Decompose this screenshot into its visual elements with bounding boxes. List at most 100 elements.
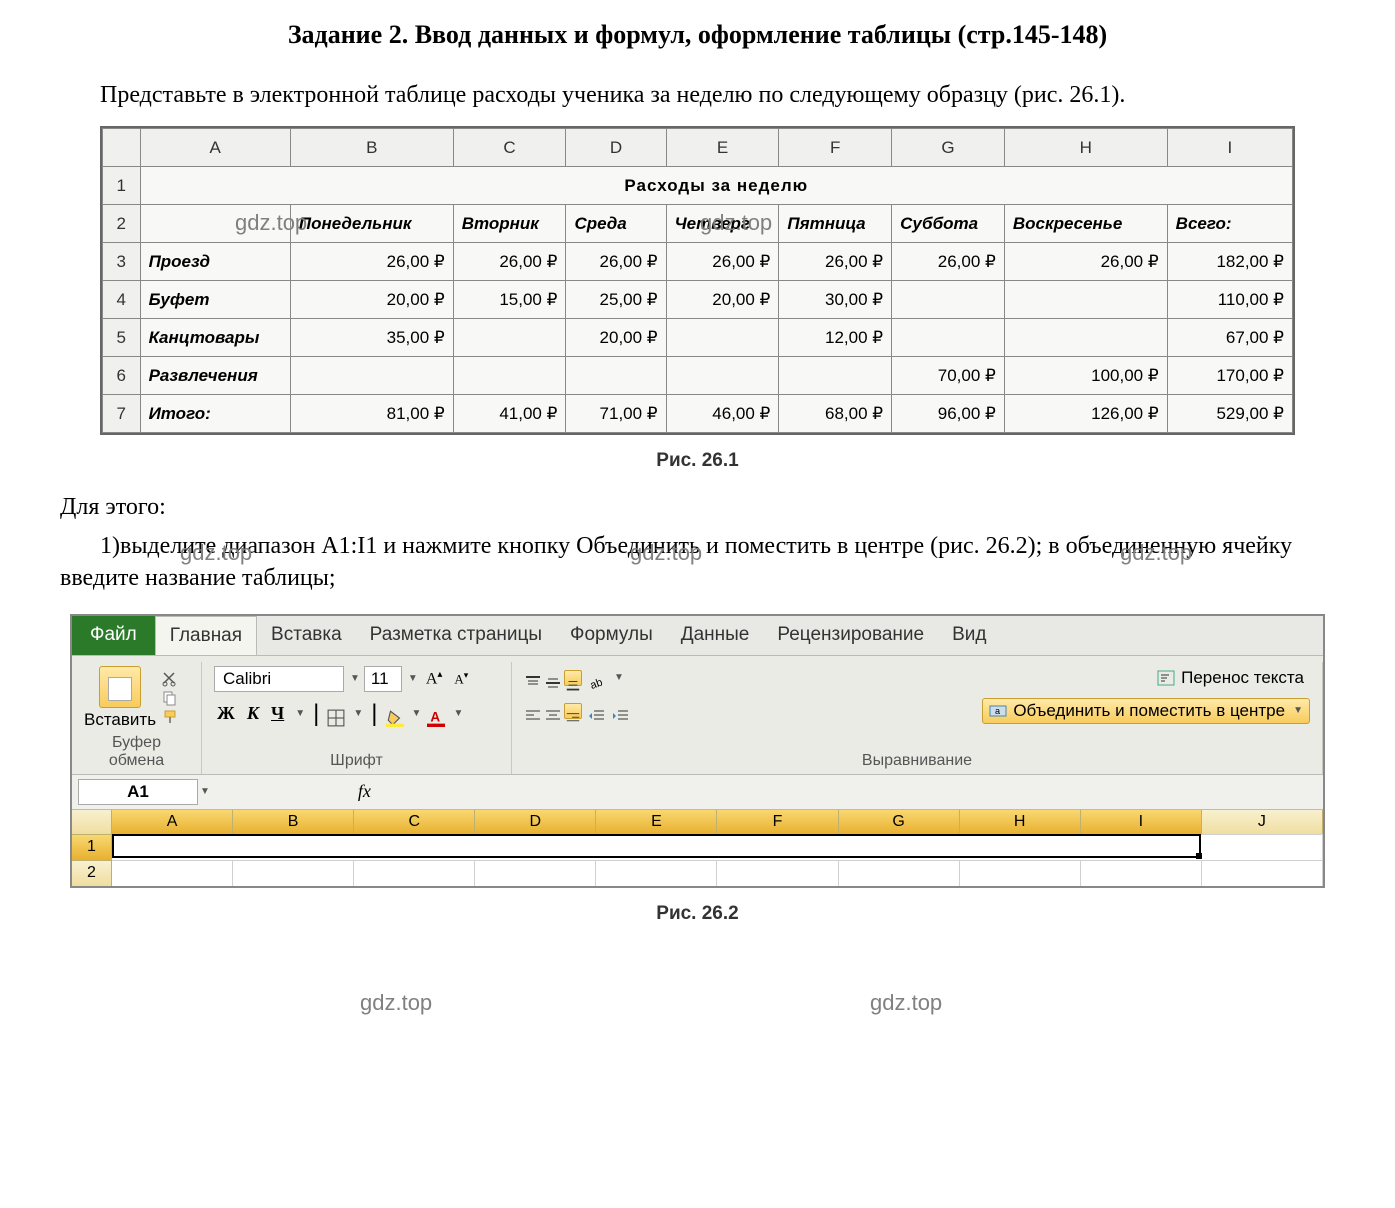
row-header-1[interactable]: 1	[72, 834, 112, 860]
data-cell: 126,00 ₽	[1004, 395, 1167, 433]
data-cell: 26,00 ₽	[779, 243, 892, 281]
data-cell: 26,00 ₽	[566, 243, 666, 281]
grid-cell[interactable]	[354, 860, 475, 886]
align-center-icon[interactable]	[544, 703, 562, 719]
column-header-D[interactable]: D	[475, 810, 596, 834]
column-header-A[interactable]: A	[112, 810, 233, 834]
data-cell	[892, 281, 1005, 319]
tab-разметка страницы[interactable]: Разметка страницы	[356, 616, 556, 655]
font-color-icon[interactable]: A	[427, 706, 445, 722]
grid-cell[interactable]	[1202, 860, 1323, 886]
row-header: 6	[103, 357, 141, 395]
data-cell: 68,00 ₽	[779, 395, 892, 433]
increase-indent-icon[interactable]	[612, 703, 630, 719]
data-cell: 100,00 ₽	[1004, 357, 1167, 395]
figure-26-2-caption: Рис. 26.2	[60, 903, 1335, 925]
alignment-group: ab ▼ Перенос текста	[512, 662, 1323, 774]
wrap-text-button[interactable]: Перенос текста	[1151, 666, 1310, 690]
grid-cell[interactable]	[112, 860, 233, 886]
copy-icon[interactable]	[162, 685, 180, 701]
row-header-2[interactable]: 2	[72, 860, 112, 886]
day-header-cell: Вторник	[453, 205, 566, 243]
grid-cell[interactable]	[596, 860, 717, 886]
decrease-indent-icon[interactable]	[588, 703, 606, 719]
fx-label[interactable]: fx	[350, 781, 379, 802]
chevron-down-icon[interactable]: ▼	[412, 708, 422, 719]
grid-cell[interactable]	[1081, 860, 1202, 886]
align-left-icon[interactable]	[524, 703, 542, 719]
column-header-I[interactable]: I	[1081, 810, 1202, 834]
tab-формулы[interactable]: Формулы	[556, 616, 667, 655]
data-cell: 26,00 ₽	[666, 243, 779, 281]
day-header-cell: Четверг	[666, 205, 779, 243]
align-bottom-icon[interactable]	[564, 670, 582, 686]
tab-рецензирование[interactable]: Рецензирование	[763, 616, 938, 655]
day-header-cell: Пятница	[779, 205, 892, 243]
font-name-selector[interactable]: Calibri	[214, 666, 344, 692]
format-painter-icon[interactable]	[162, 704, 180, 720]
grid-cell[interactable]	[1201, 834, 1323, 860]
orientation-icon[interactable]: ab	[588, 670, 606, 686]
paste-label: Вставить	[84, 710, 156, 730]
chevron-down-icon[interactable]: ▼	[200, 786, 210, 797]
column-header-F[interactable]: F	[717, 810, 838, 834]
paste-button[interactable]: Вставить	[84, 666, 156, 730]
chevron-down-icon[interactable]: ▼	[614, 672, 624, 683]
column-header: D	[566, 129, 666, 167]
select-all-corner[interactable]	[72, 810, 112, 834]
data-cell: 30,00 ₽	[779, 281, 892, 319]
data-cell: 25,00 ₽	[566, 281, 666, 319]
name-box[interactable]: A1	[78, 779, 198, 805]
column-header-E[interactable]: E	[596, 810, 717, 834]
day-header-cell: Суббота	[892, 205, 1005, 243]
underline-button[interactable]: Ч	[268, 703, 287, 724]
tab-данные[interactable]: Данные	[667, 616, 764, 655]
data-cell: 110,00 ₽	[1167, 281, 1292, 319]
column-header-B[interactable]: B	[233, 810, 354, 834]
align-right-icon[interactable]	[564, 703, 582, 719]
decrease-font-icon[interactable]: A▾	[450, 670, 472, 687]
data-cell: 20,00 ₽	[566, 319, 666, 357]
data-cell: 70,00 ₽	[892, 357, 1005, 395]
tab-вставка[interactable]: Вставка	[257, 616, 356, 655]
cut-icon[interactable]	[162, 666, 180, 682]
align-top-icon[interactable]	[524, 670, 542, 686]
tab-file[interactable]: Файл	[72, 616, 155, 655]
tab-вид[interactable]: Вид	[938, 616, 1000, 655]
increase-font-icon[interactable]: A▴	[422, 669, 447, 688]
day-header-cell: Понедельник	[290, 205, 453, 243]
svg-text:ab: ab	[589, 676, 605, 690]
data-cell: 26,00 ₽	[290, 243, 453, 281]
italic-button[interactable]: К	[244, 703, 262, 724]
column-header-J[interactable]: J	[1202, 810, 1323, 834]
wrap-text-label: Перенос текста	[1181, 668, 1304, 688]
chevron-down-icon[interactable]: ▼	[453, 708, 463, 719]
column-header: C	[453, 129, 566, 167]
column-header-C[interactable]: C	[354, 810, 475, 834]
column-header-G[interactable]: G	[839, 810, 960, 834]
tab-главная[interactable]: Главная	[155, 616, 257, 655]
watermark: gdz.top	[870, 990, 942, 1016]
grid-cell[interactable]	[839, 860, 960, 886]
grid-cell[interactable]	[717, 860, 838, 886]
bold-button[interactable]: Ж	[214, 703, 238, 724]
column-header: H	[1004, 129, 1167, 167]
selected-range[interactable]	[112, 834, 1201, 858]
fill-color-icon[interactable]	[386, 706, 404, 722]
align-middle-icon[interactable]	[544, 670, 562, 686]
chevron-down-icon[interactable]: ▼	[353, 708, 363, 719]
font-size-selector[interactable]: 11	[364, 666, 402, 692]
chevron-down-icon[interactable]: ▼	[295, 708, 305, 719]
borders-icon[interactable]	[327, 706, 345, 722]
grid-cell[interactable]	[233, 860, 354, 886]
grid-cell[interactable]	[475, 860, 596, 886]
fill-handle[interactable]	[1196, 853, 1202, 859]
data-cell: 26,00 ₽	[453, 243, 566, 281]
column-header-H[interactable]: H	[960, 810, 1081, 834]
chevron-down-icon[interactable]: ▼	[408, 673, 418, 684]
chevron-down-icon[interactable]: ▼	[350, 673, 360, 684]
data-cell: 46,00 ₽	[666, 395, 779, 433]
grid-cell[interactable]	[960, 860, 1081, 886]
merge-center-button[interactable]: a Объединить и поместить в центре ▼	[982, 698, 1310, 724]
row-label-cell: Итого:	[140, 395, 290, 433]
